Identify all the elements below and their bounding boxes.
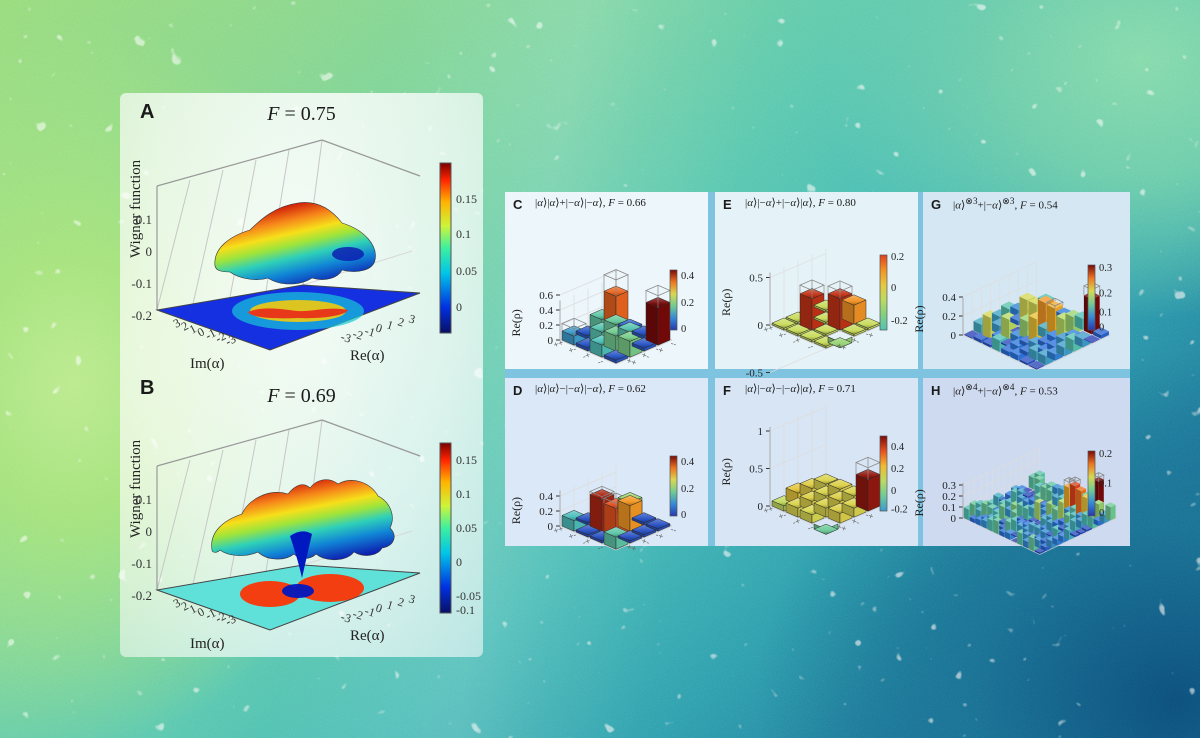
svg-text:-0.2: -0.2: [891, 316, 908, 327]
svg-text:0.5: 0.5: [749, 273, 763, 285]
svg-text:+-: +-: [640, 535, 651, 547]
svg-text:-+: -+: [864, 509, 875, 521]
svg-text:0: 0: [891, 486, 896, 497]
svg-text:-+: -+: [654, 529, 665, 541]
svg-text:-2: -2: [351, 606, 365, 622]
svg-text:0.4: 0.4: [942, 292, 956, 304]
svg-text:0.4: 0.4: [539, 491, 553, 503]
svg-text:Re(ρ): Re(ρ): [509, 497, 523, 524]
svg-text:0.15: 0.15: [456, 453, 477, 467]
svg-text:-0.2: -0.2: [131, 308, 152, 323]
svg-text:0.2: 0.2: [891, 464, 904, 475]
svg-text:0.2: 0.2: [942, 311, 956, 323]
svg-text:0.4: 0.4: [891, 442, 905, 453]
svg-text:0: 0: [374, 320, 384, 335]
svg-text:1: 1: [385, 597, 395, 612]
svg-text:0.2: 0.2: [891, 252, 904, 263]
svg-text:Re(ρ): Re(ρ): [912, 489, 926, 516]
svg-text:0: 0: [146, 244, 153, 259]
svg-text:0: 0: [1099, 508, 1104, 519]
svg-text:-2: -2: [351, 326, 365, 342]
svg-text:-0.2: -0.2: [131, 588, 152, 603]
svg-text:++: ++: [835, 340, 848, 353]
svg-text:Re(α): Re(α): [350, 348, 385, 364]
svg-text:+-: +-: [850, 334, 861, 346]
svg-text:+-: +-: [850, 515, 861, 527]
svg-text:0.6: 0.6: [539, 290, 553, 302]
svg-text:0.4: 0.4: [681, 457, 695, 468]
svg-text:Wigner function: Wigner function: [128, 439, 144, 538]
svg-text:-3: -3: [339, 609, 353, 625]
svg-text:0: 0: [951, 513, 957, 525]
svg-text:0.2: 0.2: [681, 484, 694, 495]
svg-text:0.05: 0.05: [456, 521, 477, 535]
svg-text:0.3: 0.3: [1099, 263, 1112, 274]
svg-text:-+: -+: [654, 343, 665, 355]
svg-text:-+: -+: [864, 328, 875, 340]
svg-text:0.1: 0.1: [1099, 479, 1112, 490]
svg-text:+-: +-: [640, 349, 651, 361]
svg-text:Re(ρ): Re(ρ): [509, 309, 523, 336]
svg-text:0: 0: [374, 600, 384, 615]
svg-text:0: 0: [146, 524, 153, 539]
svg-text:3: 3: [407, 591, 417, 606]
svg-text:Im(α): Im(α): [190, 356, 225, 372]
svg-text:-0.2: -0.2: [891, 505, 908, 516]
svg-text:0: 0: [681, 510, 686, 521]
svg-text:++: ++: [625, 541, 638, 554]
svg-text:0.15: 0.15: [456, 192, 477, 206]
svg-text:-0.05: -0.05: [456, 589, 481, 603]
svg-text:0.1: 0.1: [456, 227, 471, 241]
svg-text:2: 2: [396, 594, 406, 609]
svg-text:0.2: 0.2: [539, 320, 553, 332]
svg-text:0.1: 0.1: [1099, 308, 1112, 319]
svg-text:1: 1: [385, 317, 395, 332]
svg-text:-0.1: -0.1: [131, 556, 152, 571]
svg-text:0: 0: [891, 283, 896, 294]
svg-text:0.05: 0.05: [456, 264, 477, 278]
svg-text:0.2: 0.2: [539, 506, 553, 518]
svg-text:0.2: 0.2: [1099, 449, 1112, 460]
svg-text:++: ++: [625, 355, 638, 368]
svg-text:0.4: 0.4: [681, 271, 695, 282]
svg-text:0.2: 0.2: [681, 298, 694, 309]
svg-text:Re(α): Re(α): [350, 628, 385, 644]
svg-text:0.2: 0.2: [1099, 289, 1112, 300]
svg-text:1: 1: [758, 426, 764, 438]
svg-text:0: 0: [456, 300, 462, 314]
svg-text:-0.1: -0.1: [456, 603, 475, 617]
svg-text:0.5: 0.5: [749, 464, 763, 476]
svg-text:Re(ρ): Re(ρ): [719, 289, 733, 316]
svg-text:0.4: 0.4: [539, 305, 553, 317]
svg-text:0.1: 0.1: [456, 487, 471, 501]
svg-text:-0.1: -0.1: [131, 276, 152, 291]
svg-text:-3: -3: [339, 329, 353, 345]
svg-text:3: 3: [407, 311, 417, 326]
svg-text:Wigner function: Wigner function: [128, 159, 144, 258]
svg-text:2: 2: [396, 314, 406, 329]
svg-text:Re(ρ): Re(ρ): [912, 305, 926, 332]
svg-text:Re(ρ): Re(ρ): [719, 458, 733, 485]
svg-text:0: 0: [951, 330, 957, 342]
svg-text:++: ++: [835, 521, 848, 534]
svg-text:0: 0: [681, 324, 686, 335]
svg-text:Im(α): Im(α): [190, 636, 225, 652]
svg-text:0: 0: [1099, 322, 1104, 333]
svg-text:0: 0: [456, 555, 462, 569]
